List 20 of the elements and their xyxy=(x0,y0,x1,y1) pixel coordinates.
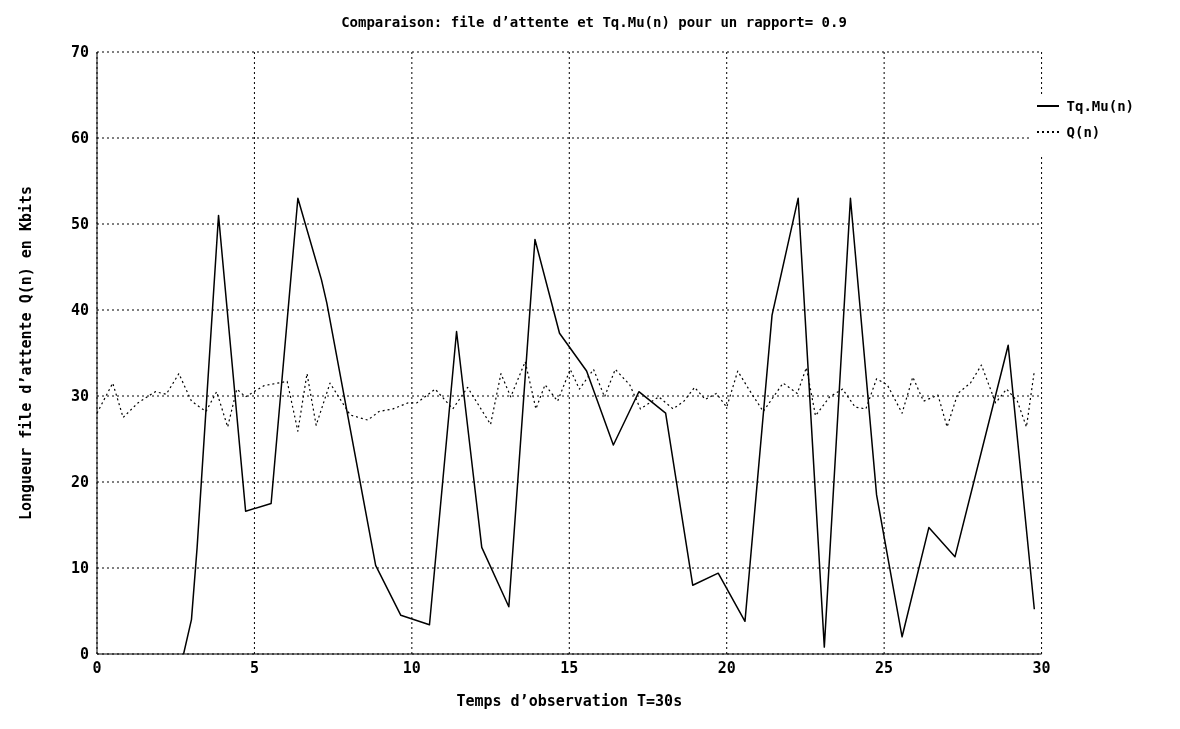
y-tick-label: 50 xyxy=(70,215,89,234)
x-tick-label: 30 xyxy=(1032,658,1051,677)
x-tick-label: 5 xyxy=(249,658,259,677)
x-tick-label: 15 xyxy=(560,658,579,677)
y-tick-label: 10 xyxy=(70,559,89,578)
x-tick-label: 0 xyxy=(92,658,102,677)
y-tick-label: 0 xyxy=(79,645,89,664)
y-tick-label: 70 xyxy=(70,43,89,62)
x-tick-label: 20 xyxy=(717,658,736,677)
x-tick-label: 10 xyxy=(402,658,421,677)
y-tick-label: 20 xyxy=(70,473,89,492)
x-tick-label: 25 xyxy=(875,658,894,677)
y-axis-title: Longueur file d’attente Q(n) en Kbits xyxy=(17,185,36,521)
y-tick-label: 30 xyxy=(70,387,89,406)
legend-label: Tq.Mu(n) xyxy=(1066,98,1134,114)
y-tick-label: 60 xyxy=(70,129,89,148)
y-tick-label: 40 xyxy=(70,301,89,320)
chart-title: Comparaison: file d’attente et Tq.Mu(n) pour un rapport= 0.9 xyxy=(340,13,848,32)
x-axis-title: Temps d’observation T=30s xyxy=(456,692,683,710)
legend-label: Q(n) xyxy=(1066,124,1101,140)
